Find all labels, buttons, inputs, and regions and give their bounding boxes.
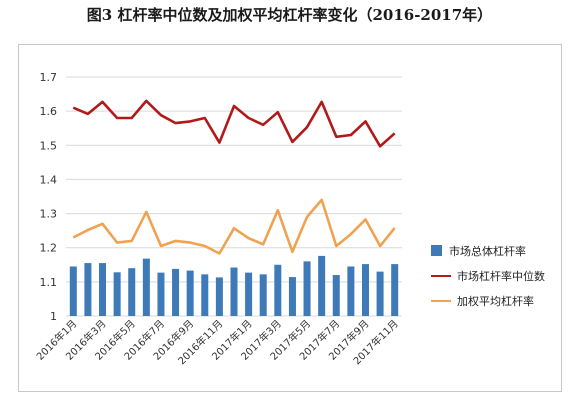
line-weighted-leverage: [72, 198, 396, 255]
y-tick-label: 1.1: [40, 276, 58, 289]
legend-item: 市场总体杠杆率: [431, 238, 545, 263]
bar-total-leverage: [361, 264, 369, 316]
bar-total-leverage: [172, 268, 180, 316]
bar-total-leverage: [69, 266, 77, 316]
legend-item: 市场杠杆率中位数: [431, 263, 545, 288]
y-tick-label: 1.4: [40, 173, 58, 186]
bar-total-leverage: [332, 275, 340, 316]
bar-total-leverage: [376, 271, 384, 316]
bar-total-leverage: [128, 268, 136, 316]
y-tick-label: 1.7: [40, 71, 58, 84]
chart-frame: 1 1.1 1.2 1.3 1.4 1.5 1.6 1.7 2016年1月 2016年3月 2016…: [18, 44, 562, 392]
bar-total-leverage: [347, 266, 355, 316]
legend-swatch: [431, 274, 451, 277]
bar-total-leverage: [318, 255, 326, 316]
y-tick-label: 1.2: [40, 242, 58, 255]
legend: 市场总体杠杆率市场杠杆率中位数 加权平均杠杆率: [431, 238, 545, 313]
bar-total-leverage: [230, 267, 238, 316]
bar-total-leverage: [288, 277, 296, 316]
bar-total-leverage: [186, 270, 194, 316]
y-tick-label: 1.3: [40, 208, 58, 221]
bar-total-leverage: [245, 272, 253, 316]
legend-swatch: [431, 299, 451, 302]
bar-total-leverage: [99, 263, 107, 316]
bar-total-leverage: [142, 258, 150, 316]
bar-total-leverage: [259, 274, 267, 316]
bar-total-leverage: [274, 264, 282, 316]
bar-total-leverage: [303, 261, 311, 316]
legend-label: 市场总体杠杆率: [449, 244, 526, 258]
y-tick-label: 1.5: [40, 139, 58, 152]
bar-total-leverage: [215, 277, 223, 316]
plot-area: 11.11.21.31.41.51.61.72016年1月2016年3月2016…: [34, 71, 402, 367]
bar-total-leverage: [113, 272, 121, 316]
line-median-leverage: [72, 99, 396, 148]
legend-label: 市场杠杆率中位数: [457, 269, 545, 283]
bar-total-leverage: [84, 263, 92, 316]
chart-title: 图3 杠杆率中位数及加权平均杠杆率变化（2016-2017年）: [86, 6, 493, 24]
legend-item: 加权平均杠杆率: [431, 288, 545, 313]
legend-swatch: [431, 245, 442, 256]
bar-total-leverage: [157, 272, 165, 316]
legend-label: 加权平均杠杆率: [457, 294, 534, 308]
bar-total-leverage: [391, 264, 399, 316]
y-tick-label: 1.6: [40, 105, 58, 118]
bar-total-leverage: [201, 274, 209, 316]
y-tick-label: 1: [50, 310, 57, 323]
